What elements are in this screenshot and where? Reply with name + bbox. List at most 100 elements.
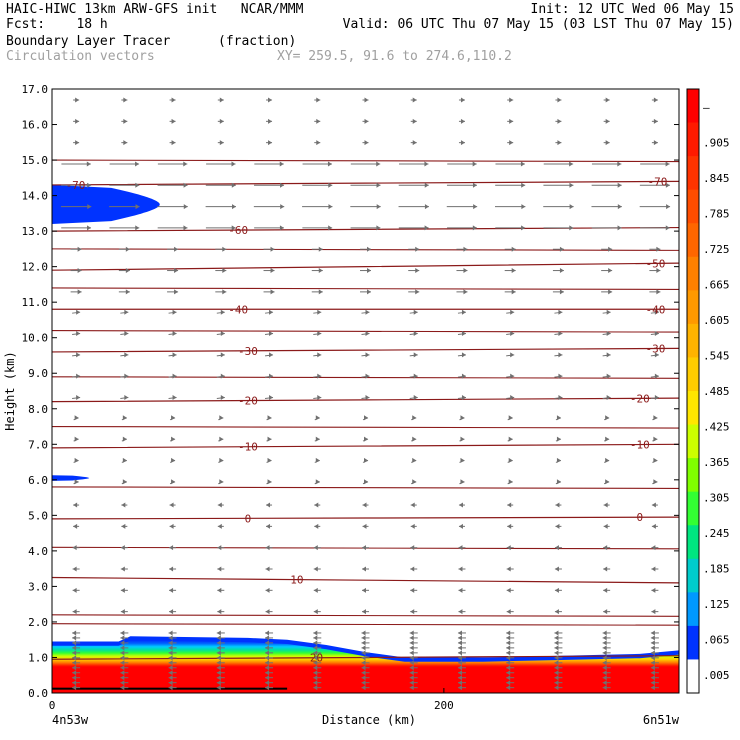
vector-arrow bbox=[504, 289, 516, 295]
vector-arrow bbox=[313, 609, 321, 615]
vector-arrow bbox=[603, 140, 610, 146]
vector-arrow bbox=[361, 650, 370, 656]
vector-arrow bbox=[313, 630, 322, 636]
colorbar-label-7: .545 bbox=[703, 349, 730, 362]
vector-arrow bbox=[639, 182, 670, 188]
vector-arrow bbox=[263, 268, 275, 274]
vector-arrow bbox=[410, 545, 418, 551]
vector-arrow bbox=[313, 680, 322, 686]
vector-arrow bbox=[409, 685, 418, 691]
vector-arrow bbox=[601, 268, 613, 274]
x-tick-label-1: 200 bbox=[434, 699, 454, 712]
vector-arrow bbox=[650, 645, 659, 651]
vector-arrow bbox=[167, 268, 179, 274]
vector-arrow bbox=[410, 566, 418, 572]
vector-arrow bbox=[313, 635, 322, 641]
vector-arrow bbox=[555, 479, 562, 485]
vector-arrow bbox=[73, 502, 80, 508]
vector-arrow bbox=[409, 635, 418, 641]
vector-arrow bbox=[410, 97, 417, 103]
vector-arrow bbox=[458, 587, 466, 593]
vector-arrow bbox=[457, 665, 466, 671]
left-endpoint-label: 4n53w bbox=[52, 713, 89, 727]
colorbar-label-9: .425 bbox=[703, 421, 730, 434]
vector-arrow bbox=[73, 457, 79, 463]
vector-arrow bbox=[457, 650, 466, 656]
vector-arrow bbox=[650, 680, 659, 686]
vector-arrow bbox=[121, 415, 128, 421]
vector-arrow bbox=[552, 289, 564, 295]
vector-arrow bbox=[73, 415, 79, 421]
vector-arrow bbox=[168, 685, 177, 691]
vector-arrow bbox=[265, 665, 274, 671]
vector-arrow bbox=[506, 675, 515, 681]
vector-arrow bbox=[591, 161, 622, 167]
colorbar-swatch-4 bbox=[687, 223, 699, 258]
vector-arrow bbox=[302, 182, 333, 188]
y-tick-label-3: 3.0 bbox=[28, 580, 48, 593]
vector-arrow bbox=[265, 640, 274, 646]
vector-arrow bbox=[650, 665, 659, 671]
vector-arrow bbox=[314, 479, 320, 485]
vector-arrow bbox=[651, 609, 659, 615]
vector-arrow bbox=[361, 635, 370, 641]
vector-arrow bbox=[552, 268, 564, 274]
vector-arrow bbox=[121, 479, 128, 485]
vector-arrow bbox=[554, 665, 563, 671]
vector-arrow bbox=[216, 630, 225, 636]
vector-arrow bbox=[73, 523, 80, 529]
vector-arrow bbox=[266, 457, 272, 463]
contour-line-unlabeled-6 bbox=[52, 486, 679, 489]
vector-arrow bbox=[506, 635, 515, 641]
vector-arrow bbox=[72, 545, 80, 551]
vector-arrow bbox=[266, 118, 273, 124]
vector-arrow bbox=[168, 394, 177, 400]
contour-label-0-0: -70 bbox=[66, 179, 86, 192]
vector-arrow bbox=[408, 268, 420, 274]
vector-arrow bbox=[216, 675, 225, 681]
vector-arrow bbox=[362, 140, 369, 146]
vector-arrow bbox=[603, 609, 611, 615]
y-tick-label-14: 14.0 bbox=[22, 190, 49, 203]
vector-arrow bbox=[495, 161, 525, 167]
vector-arrow bbox=[216, 680, 225, 686]
vector-arrow bbox=[409, 331, 418, 337]
vector-arrow bbox=[72, 630, 81, 636]
vector-arrow bbox=[409, 394, 418, 400]
vector-arrow bbox=[72, 394, 81, 400]
vector-arrow bbox=[506, 394, 515, 400]
y-tick-label-7: 7.0 bbox=[28, 438, 48, 451]
vector-arrow bbox=[457, 660, 466, 666]
colorbar-swatch-1 bbox=[687, 122, 699, 157]
contour-label-7-1: 0 bbox=[637, 511, 644, 524]
vector-arrow bbox=[169, 436, 176, 442]
vector-arrow bbox=[265, 650, 274, 656]
vector-arrow bbox=[601, 289, 613, 295]
vector-arrow bbox=[72, 331, 81, 337]
vector-arrow bbox=[72, 645, 81, 651]
vector-arrow bbox=[118, 289, 130, 295]
contour-label-6-1: -10 bbox=[630, 439, 650, 452]
colorbar-swatch-16 bbox=[687, 625, 699, 660]
vector-arrow bbox=[410, 523, 417, 529]
vector-arrow bbox=[459, 436, 465, 442]
contour-line-unlabeled-0 bbox=[52, 159, 679, 163]
vector-arrow bbox=[120, 373, 129, 379]
vector-arrow bbox=[313, 309, 322, 315]
vector-arrow bbox=[456, 289, 468, 295]
vector-arrow bbox=[506, 685, 515, 691]
vector-arrow bbox=[169, 523, 176, 529]
colorbar-swatch-2 bbox=[687, 156, 699, 191]
vector-arrow bbox=[218, 415, 224, 421]
vector-arrow bbox=[457, 394, 467, 400]
vector-arrow bbox=[264, 394, 274, 400]
vector-arrow bbox=[554, 650, 563, 656]
vector-arrow bbox=[591, 182, 622, 188]
vector-arrow bbox=[603, 523, 610, 529]
vector-arrow bbox=[70, 268, 82, 274]
colorbar-label-3: .785 bbox=[703, 207, 730, 220]
vector-arrow bbox=[639, 204, 671, 210]
vector-arrow bbox=[120, 309, 129, 315]
vector-arrow bbox=[266, 479, 272, 485]
